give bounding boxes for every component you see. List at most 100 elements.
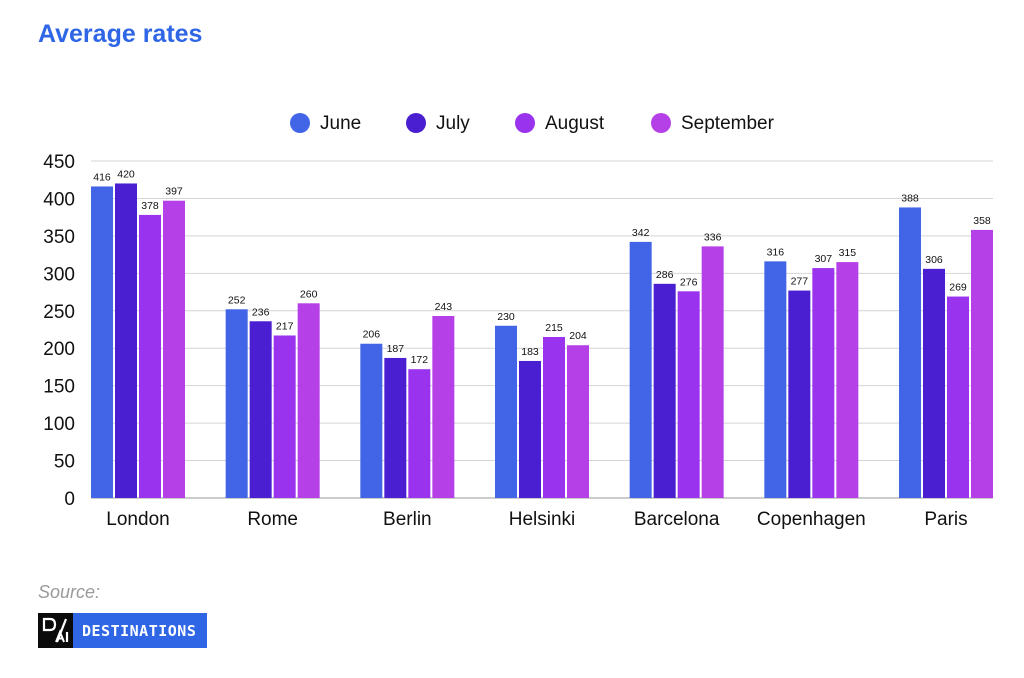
bar-group-barcelona: 342 286 276 336 [629, 227, 724, 498]
data-label: 187 [387, 343, 405, 355]
x-tick-label: Copenhagen [757, 509, 866, 530]
x-tick-label: Barcelona [634, 509, 720, 530]
data-label: 260 [300, 288, 318, 300]
data-label: 388 [901, 192, 919, 204]
bar-berlin-july [384, 357, 407, 498]
x-tick-label: Rome [247, 509, 298, 530]
data-label: 420 [117, 168, 135, 180]
data-label: 206 [363, 329, 381, 341]
bar-group-paris: 388 306 269 358 [899, 192, 993, 499]
brand-text: DESTINATIONS [73, 613, 208, 648]
bar-rome-august [273, 335, 296, 498]
dai-logo-mark [38, 613, 73, 648]
y-axis: 0 50 100 150 200 250 300 350 400 450 [43, 152, 75, 510]
bar-copenhagen-september [836, 262, 859, 498]
data-label: 336 [704, 231, 722, 243]
y-tick-label: 250 [43, 302, 75, 323]
legend-item-august: August [515, 113, 605, 134]
bar-berlin-september [432, 316, 455, 498]
data-label: 378 [141, 200, 159, 212]
legend-item-june: June [290, 113, 361, 134]
y-tick-label: 400 [43, 189, 75, 210]
bar-group-rome: 252 236 217 260 [225, 288, 320, 498]
data-label: 269 [949, 282, 967, 294]
data-label: 342 [632, 227, 650, 239]
bar-london-august [139, 214, 161, 499]
dai-monogram-icon [42, 617, 69, 643]
data-label: 215 [545, 322, 563, 334]
legend-label: September [681, 113, 775, 134]
bar-paris-june [899, 207, 921, 499]
bar-paris-september [971, 229, 993, 499]
data-label: 243 [435, 301, 453, 313]
x-tick-label: Paris [924, 509, 967, 530]
bar-barcelona-september [701, 246, 724, 498]
data-label: 315 [839, 247, 857, 259]
legend-item-july: July [406, 113, 470, 134]
bar-rome-june [225, 309, 248, 498]
data-label: 183 [521, 346, 539, 358]
bar-berlin-august [408, 369, 431, 498]
legend-label: July [436, 113, 470, 134]
bar-london-july [115, 183, 137, 498]
bar-chart: June July August September 0 50 100 150 200 250 3… [43, 113, 993, 530]
data-label: 217 [276, 320, 294, 332]
bar-copenhagen-june [764, 261, 787, 498]
bar-group-berlin: 206 187 172 243 [360, 301, 455, 498]
y-tick-label: 350 [43, 227, 75, 248]
data-label: 276 [680, 276, 698, 288]
bar-group-helsinki: 230 183 215 204 [495, 311, 589, 498]
bar-helsinki-august [543, 336, 565, 498]
data-label: 286 [656, 269, 674, 281]
data-label: 306 [925, 254, 943, 266]
bar-rome-september [297, 303, 320, 498]
y-tick-label: 200 [43, 339, 75, 360]
y-tick-label: 0 [64, 489, 75, 510]
y-tick-label: 150 [43, 377, 75, 398]
y-tick-label: 100 [43, 414, 75, 435]
data-label: 277 [791, 276, 809, 288]
legend-swatch-june [290, 113, 310, 133]
data-label: 316 [767, 246, 785, 258]
legend-swatch-july [406, 113, 426, 133]
x-tick-label: Berlin [383, 509, 432, 530]
destinations-logo: DESTINATIONS [38, 613, 208, 648]
y-tick-label: 50 [54, 452, 75, 473]
bar-group-london: 416 420 378 397 [91, 168, 185, 499]
data-label: 236 [252, 306, 270, 318]
data-label: 204 [569, 330, 587, 342]
data-label: 358 [973, 215, 991, 227]
legend-swatch-september [651, 113, 671, 133]
x-tick-label: London [106, 509, 169, 530]
data-label: 397 [165, 186, 183, 198]
y-tick-label: 450 [43, 152, 75, 173]
bar-helsinki-june [495, 325, 517, 498]
legend-item-september: September [651, 113, 775, 134]
bar-rome-july [249, 321, 272, 498]
bar-helsinki-july [519, 360, 541, 498]
bars: 416 420 378 397 252 236 217 260 206 187 172 243 230 1… [91, 168, 993, 499]
data-label: 307 [815, 253, 833, 265]
bar-london-september [163, 200, 185, 499]
legend: June July August September [290, 113, 775, 134]
legend-swatch-august [515, 113, 535, 133]
bar-copenhagen-august [812, 268, 835, 498]
bar-copenhagen-july [788, 290, 811, 498]
bar-paris-july [923, 268, 945, 498]
bar-berlin-june [360, 343, 383, 498]
chart-title: Average rates [38, 20, 203, 48]
data-label: 230 [497, 311, 515, 323]
x-axis: London Rome Berlin Helsinki Barcelona Copenha… [106, 509, 967, 530]
bar-group-copenhagen: 316 277 307 315 [764, 246, 859, 498]
bar-london-june [91, 186, 113, 498]
bar-paris-august [947, 296, 969, 498]
x-tick-label: Helsinki [509, 509, 576, 530]
data-label: 252 [228, 294, 246, 306]
source-label: Source: [38, 582, 101, 602]
legend-label: June [320, 113, 361, 134]
bar-barcelona-july [653, 283, 676, 498]
data-label: 172 [411, 354, 429, 366]
y-tick-label: 300 [43, 264, 75, 285]
bar-helsinki-september [567, 345, 589, 498]
bar-barcelona-june [629, 241, 652, 498]
